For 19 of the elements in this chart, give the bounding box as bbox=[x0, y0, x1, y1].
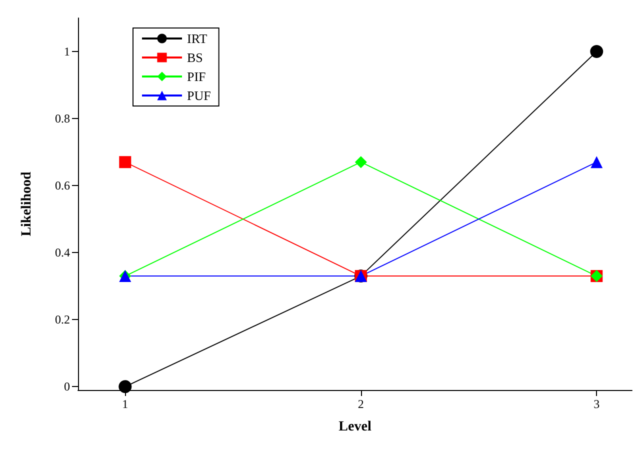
legend-label: BS bbox=[187, 50, 203, 65]
point bbox=[118, 380, 132, 394]
point bbox=[119, 156, 132, 168]
y-tick-label: 0 bbox=[64, 380, 70, 394]
legend-label: PUF bbox=[187, 88, 211, 103]
legend-label: IRT bbox=[187, 31, 208, 46]
y-tick-label: 0.6 bbox=[55, 178, 70, 193]
y-tick-label: 1 bbox=[64, 44, 70, 59]
x-tick-label: 3 bbox=[594, 397, 600, 411]
y-tick-label: 0.2 bbox=[55, 312, 70, 327]
point bbox=[590, 45, 604, 58]
x-axis-title: Level bbox=[338, 420, 372, 434]
y-tick-label: 0.8 bbox=[55, 112, 70, 126]
legend-label: PIF bbox=[187, 69, 206, 84]
point bbox=[354, 156, 367, 168]
x-tick-label: 1 bbox=[122, 397, 128, 411]
y-axis-title: Likelihood bbox=[20, 172, 34, 236]
x-tick-label: 2 bbox=[358, 397, 364, 411]
y-tick-label: 0.4 bbox=[55, 246, 70, 260]
